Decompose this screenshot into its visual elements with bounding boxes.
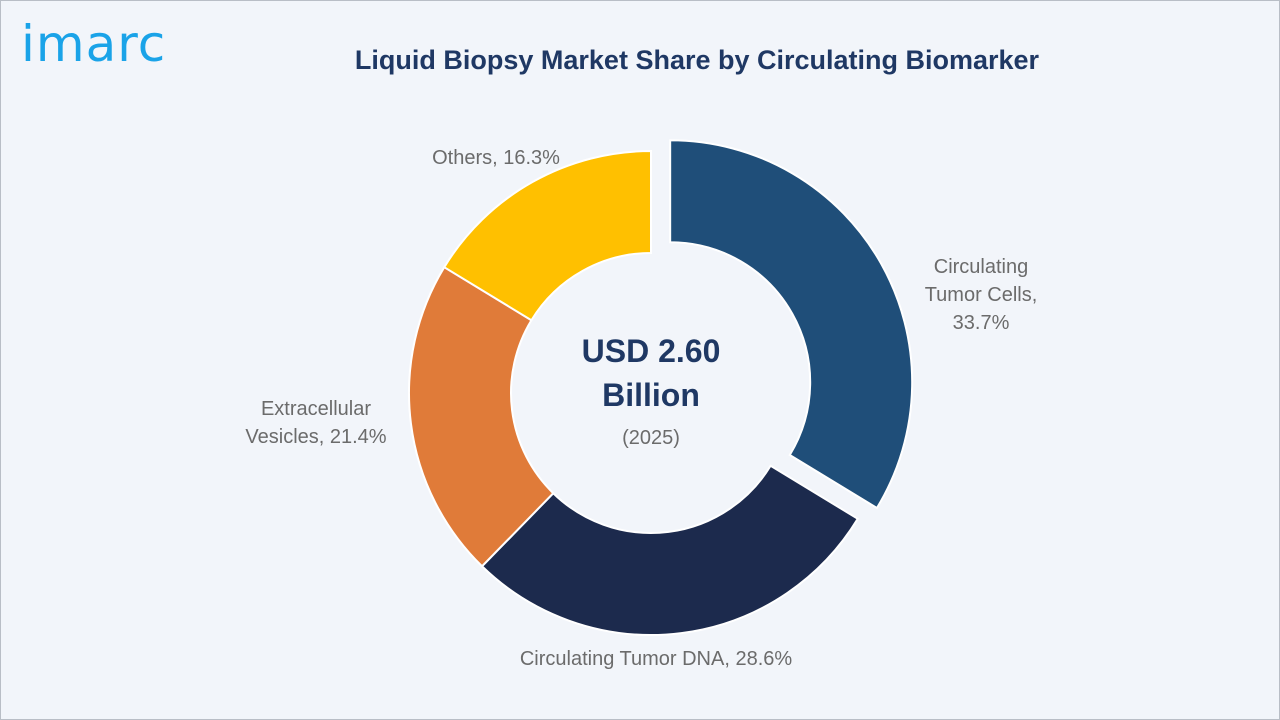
slice-label-circulating-tumor-dna: Circulating Tumor DNA, 28.6% <box>519 648 793 670</box>
chart-title: Liquid Biopsy Market Share by Circulatin… <box>354 45 1040 75</box>
slice-label-extracellular-vesicles: Extracellular Vesicles, 21.4% <box>245 398 387 448</box>
slice-label-circulating-tumor-cells: Circulating Tumor Cells, 33.7% <box>924 256 1038 334</box>
logo-text: imarc <box>21 15 167 73</box>
center-unit: Billion <box>602 377 700 413</box>
donut-slice-circulating-tumor-cells <box>669 139 914 510</box>
slice-label-others: Others, 16.3% <box>432 147 560 169</box>
donut-slice-extracellular-vesicles <box>408 265 555 568</box>
imarc-logo: imarc <box>21 19 166 69</box>
donut-slice-others <box>442 149 652 322</box>
donut-slice-circulating-tumor-dna <box>480 464 860 636</box>
center-value: USD 2.60 <box>581 333 721 369</box>
center-year: (2025) <box>622 427 680 449</box>
